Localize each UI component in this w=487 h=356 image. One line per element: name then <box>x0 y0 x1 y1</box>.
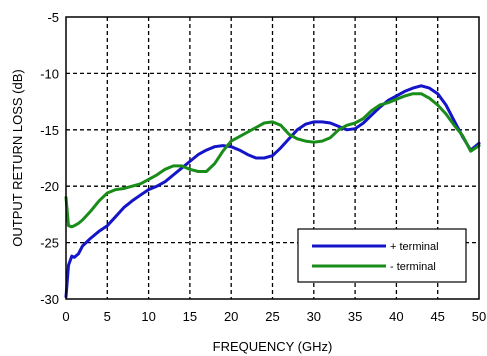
y-tick-label: -5 <box>47 10 59 25</box>
x-tick-label: 0 <box>62 309 69 324</box>
plot-frame <box>65 16 480 300</box>
y-tick-label: -30 <box>40 292 59 307</box>
x-tick-label: 20 <box>224 309 238 324</box>
legend-label: - terminal <box>390 261 436 273</box>
grid <box>66 17 479 299</box>
x-tick-label: 50 <box>472 309 486 324</box>
x-tick-label: 5 <box>104 309 111 324</box>
x-tick-label: 40 <box>389 309 403 324</box>
x-axis-title: FREQUENCY (GHz) <box>213 339 333 354</box>
series-line-minus-terminal <box>64 92 481 229</box>
legend-box <box>297 228 467 283</box>
x-tick-label: 25 <box>265 309 279 324</box>
x-tick-label: 15 <box>183 309 197 324</box>
y-tick-label: -20 <box>40 179 59 194</box>
y-axis-title: OUTPUT RETURN LOSS (dB) <box>10 69 25 246</box>
series-line-plus-terminal <box>64 84 481 299</box>
y-tick-label: -25 <box>40 236 59 251</box>
series-layer <box>64 84 481 299</box>
x-tick-label: 30 <box>307 309 321 324</box>
tick-labels: 0 5 10 15 20 25 30 35 40 45 50 -30 -25 -20 -15 -10 -5 <box>40 10 486 324</box>
y-tick-label: -10 <box>40 66 59 81</box>
x-tick-label: 35 <box>348 309 362 324</box>
x-tick-label: 10 <box>141 309 155 324</box>
legend-label: + terminal <box>390 241 439 253</box>
y-tick-label: -15 <box>40 123 59 138</box>
x-tick-label: 45 <box>430 309 444 324</box>
legend: + terminal - terminal <box>297 228 467 283</box>
